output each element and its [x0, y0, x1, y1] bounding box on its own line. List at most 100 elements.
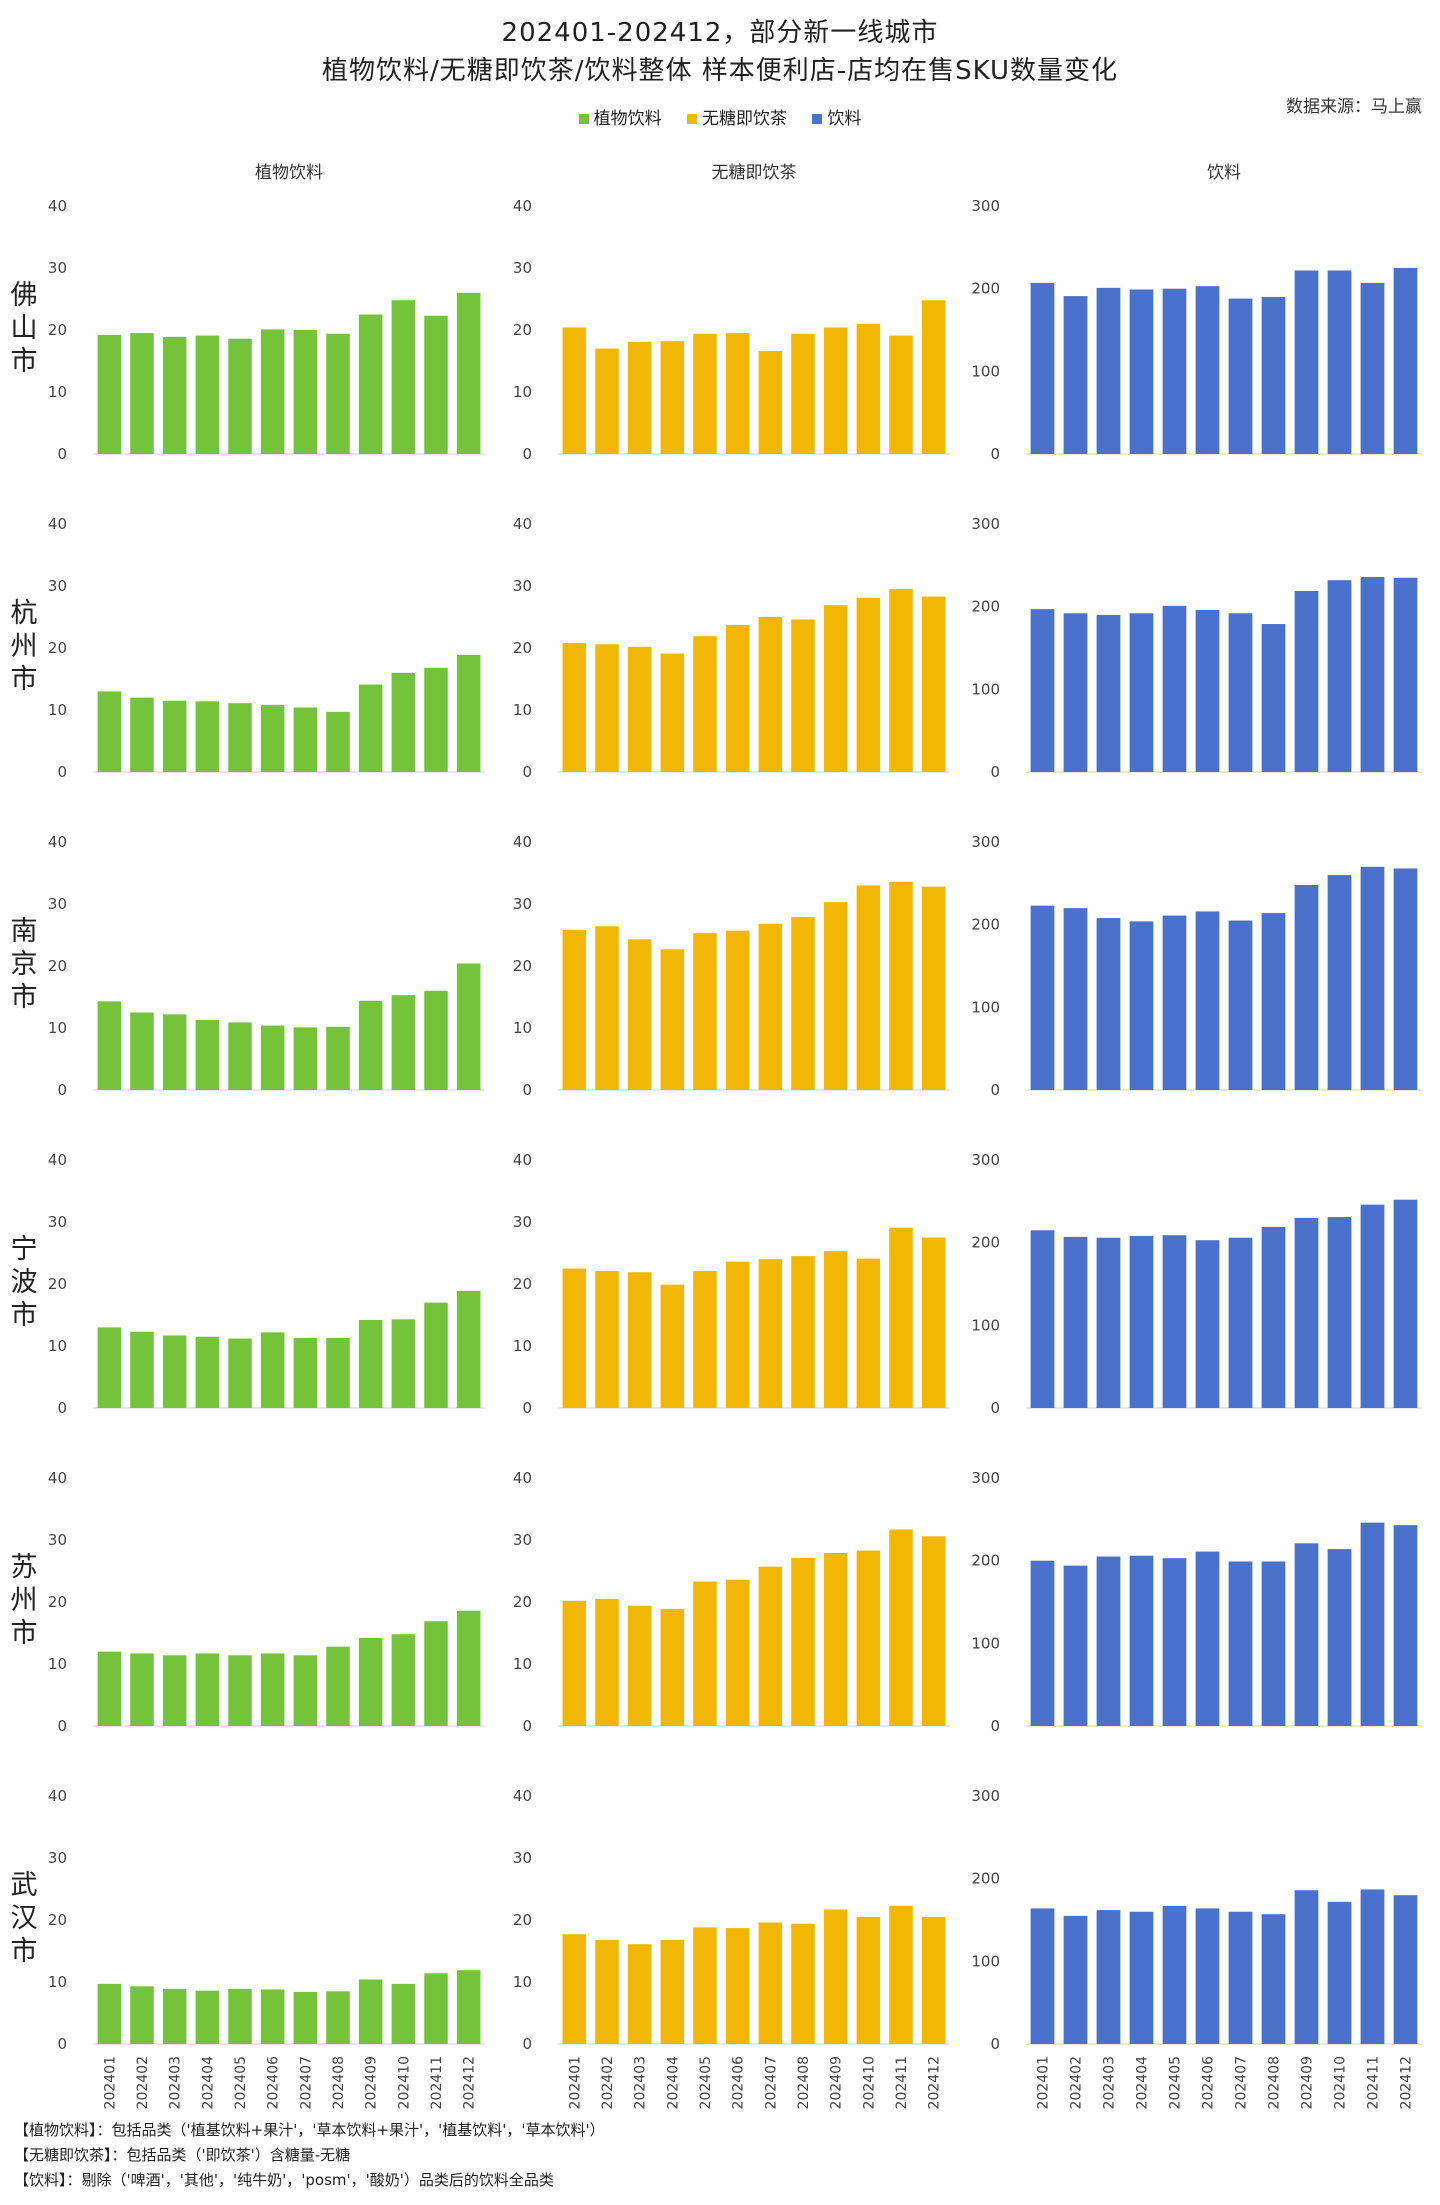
bar [627, 1605, 652, 1726]
y-tick-label: 0 [522, 445, 532, 463]
bar [424, 990, 448, 1090]
bar [1063, 1915, 1088, 2044]
bar [326, 1026, 350, 1090]
bar [326, 711, 350, 772]
bar [1360, 282, 1385, 454]
bar [1327, 1549, 1352, 1726]
bar [1228, 920, 1253, 1090]
bar [162, 700, 187, 772]
y-tick-label: 200 [971, 916, 1000, 934]
y-tick-label: 10 [513, 1973, 532, 1991]
x-tick-label: 202406 [1201, 2056, 1217, 2110]
bar [1195, 911, 1220, 1090]
bar [693, 1270, 717, 1408]
bar [595, 1598, 619, 1726]
x-tick-label: 202402 [135, 2056, 151, 2109]
bar [1030, 282, 1055, 454]
y-tick-label: 300 [971, 1469, 1000, 1487]
bar [1096, 1237, 1121, 1408]
bar [228, 1655, 252, 1726]
bar [1162, 1905, 1187, 2044]
bar [1294, 1543, 1319, 1726]
bar [1294, 884, 1319, 1090]
bar [130, 1986, 154, 2044]
bar [562, 643, 587, 772]
bar [791, 1557, 815, 1726]
x-tick-label: 202407 [1234, 2056, 1250, 2109]
bar [758, 923, 783, 1090]
y-tick-label: 100 [971, 1634, 1000, 1652]
bar [97, 1327, 122, 1408]
bar [1360, 576, 1385, 772]
y-tick-label: 0 [990, 2035, 1000, 2053]
bar [260, 1989, 285, 2044]
city-label: 波 [11, 1267, 38, 1298]
bar [1063, 1565, 1088, 1726]
bar [1129, 921, 1154, 1090]
y-tick-label: 200 [971, 1870, 1000, 1888]
bar [1360, 1204, 1385, 1408]
y-tick-label: 100 [971, 680, 1000, 698]
legend-label: 饮料 [827, 109, 862, 129]
footnote-beverages: 【饮料】：剔除（'啤酒'，'其他'，'纯牛奶'，'posm'，'酸奶'）品类后的… [14, 2171, 554, 2189]
bar [562, 1600, 587, 1726]
bar [358, 1000, 383, 1090]
y-tick-label: 30 [513, 1849, 532, 1867]
bar [293, 330, 318, 454]
bar [1327, 270, 1352, 454]
bar [195, 1019, 220, 1090]
bar [1030, 905, 1055, 1090]
bar [1360, 866, 1385, 1090]
city-label: 汉 [11, 1903, 38, 1934]
bar [391, 672, 416, 772]
y-tick-label: 20 [513, 957, 532, 975]
bar [856, 1550, 881, 1726]
bar [562, 1268, 587, 1408]
y-tick-label: 30 [513, 577, 532, 595]
y-tick-label: 20 [48, 1911, 67, 1929]
bar [195, 1990, 220, 2044]
y-tick-label: 40 [513, 197, 532, 215]
bar [195, 335, 220, 454]
bar [921, 1536, 946, 1726]
bar [228, 1338, 252, 1408]
footnote-sugar-free-tea: 【无糖即饮茶】：包括品类（'即饮茶'）含糖量-无糖 [14, 2146, 351, 2164]
bar [791, 619, 815, 772]
x-tick-label: 202410 [861, 2056, 877, 2109]
bar [260, 705, 285, 772]
bar [1030, 1230, 1055, 1408]
bar [627, 1272, 652, 1408]
bar [1261, 913, 1286, 1090]
bar [228, 703, 252, 772]
y-tick-label: 0 [522, 2035, 532, 2053]
bar [595, 348, 619, 454]
bar [595, 1270, 619, 1408]
x-tick-label: 202412 [1399, 2056, 1415, 2109]
bar [889, 1227, 913, 1408]
bar [130, 697, 154, 772]
y-tick-label: 40 [48, 833, 67, 851]
y-tick-label: 200 [971, 1234, 1000, 1252]
y-tick-label: 0 [990, 1399, 1000, 1417]
y-tick-label: 0 [57, 1081, 67, 1099]
bar [97, 334, 122, 454]
y-tick-label: 40 [513, 1469, 532, 1487]
bar [725, 625, 750, 772]
x-tick-label: 202409 [1300, 2056, 1316, 2109]
y-tick-label: 30 [513, 895, 532, 913]
bar [1162, 288, 1187, 454]
bar [823, 605, 848, 772]
bar [595, 1939, 619, 2044]
bar [562, 1934, 587, 2044]
city-label: 武 [11, 1870, 38, 1901]
x-tick-label: 202410 [1333, 2056, 1349, 2109]
legend-swatch [812, 114, 823, 124]
y-tick-label: 200 [971, 598, 1000, 616]
y-tick-label: 100 [971, 1316, 1000, 1334]
bar [1162, 1558, 1187, 1726]
bar [791, 1923, 815, 2044]
bar [358, 1637, 383, 1726]
bar [823, 327, 848, 454]
bar [456, 963, 481, 1090]
bar [889, 1529, 913, 1726]
